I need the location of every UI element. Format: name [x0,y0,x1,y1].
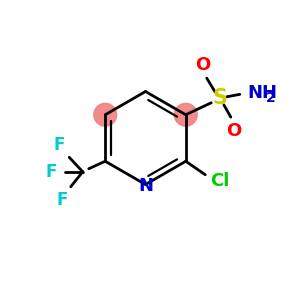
Text: F: F [54,136,65,155]
Circle shape [174,103,197,126]
Text: Cl: Cl [210,172,229,190]
Text: S: S [213,88,228,108]
Text: F: F [46,163,57,181]
Text: NH: NH [247,84,277,102]
Circle shape [94,103,117,126]
Text: O: O [195,56,210,74]
Text: N: N [138,177,153,195]
Text: 2: 2 [266,91,276,105]
Text: O: O [226,122,242,140]
Text: F: F [57,191,68,209]
